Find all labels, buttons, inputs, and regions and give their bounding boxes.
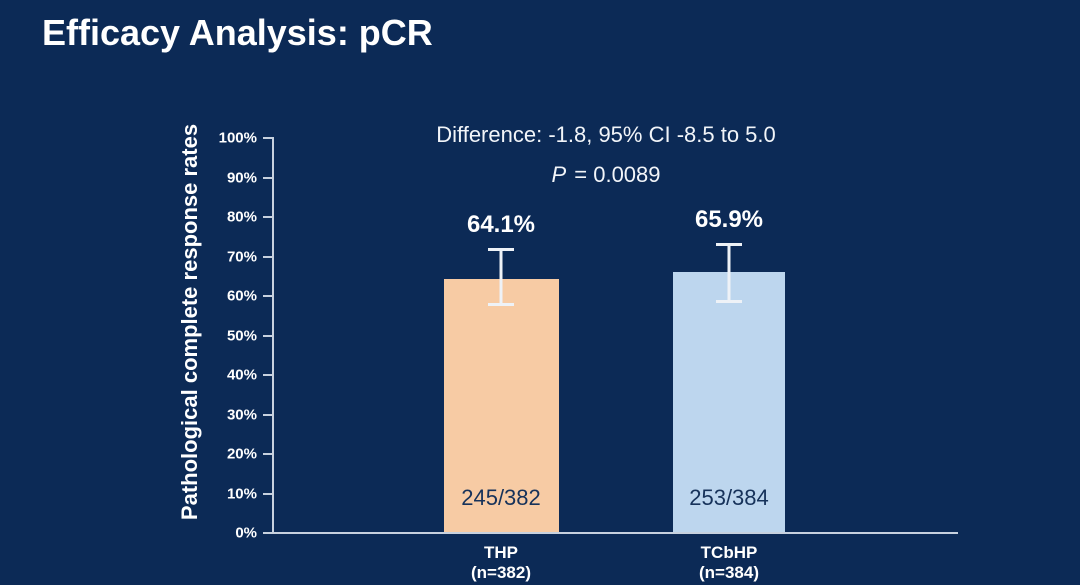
y-tick-label: 40% [226,366,257,384]
x-axis-line [272,532,958,534]
difference-annotation: Difference: -1.8, 95% CI -8.5 to 5.0 [436,122,776,147]
y-tick [263,453,272,455]
y-tick [263,255,272,258]
y-tick [263,334,272,337]
y-tick-label: 100% [218,129,257,147]
y-tick-label: 30% [226,406,257,423]
category-name: TCbHP [700,543,758,562]
category-n: (n=384) [699,563,759,582]
error-bar-cap-top [716,243,742,247]
y-tick-label: 50% [226,327,257,344]
category-name: THP [484,543,518,562]
y-tick-label: 80% [226,208,257,226]
count-label: 253/384 [689,485,769,510]
error-bar-cap-top [488,248,514,252]
category-label-thp: THP (n=382) [471,543,531,583]
y-tick-label: 70% [226,248,257,265]
y-tick [263,532,272,534]
error-bar-line [727,243,731,303]
y-tick [263,374,272,376]
y-tick-label: 90% [226,169,257,186]
p-value-text: = 0.0089 [568,162,661,187]
error-bar-cap-bottom [716,300,742,304]
error-bar-cap-bottom [488,302,514,306]
y-tick-label: 60% [226,287,257,305]
p-value-annotation: P = 0.0089 [551,162,660,188]
value-label: 64.1% [466,211,536,239]
slide-title: Efficacy Analysis: pCR [42,12,433,53]
bar-tcbhp [673,271,785,532]
y-tick [263,176,272,179]
p-symbol: P [551,162,567,187]
category-n: (n=382) [471,563,531,582]
count-label: 245/382 [461,485,541,510]
error-bar-line [499,248,503,305]
y-tick [263,492,272,495]
y-tick-label: 20% [226,445,257,463]
y-tick [263,137,272,139]
y-tick-label: 0% [235,524,257,542]
y-tick [263,413,272,416]
y-axis-line [272,137,274,534]
y-tick [263,295,272,297]
bar-thp [443,278,559,532]
y-tick [263,216,272,218]
category-label-tcbhp: TCbHP (n=384) [699,543,759,583]
y-tick-label: 10% [226,485,257,502]
value-label: 65.9% [694,206,764,234]
